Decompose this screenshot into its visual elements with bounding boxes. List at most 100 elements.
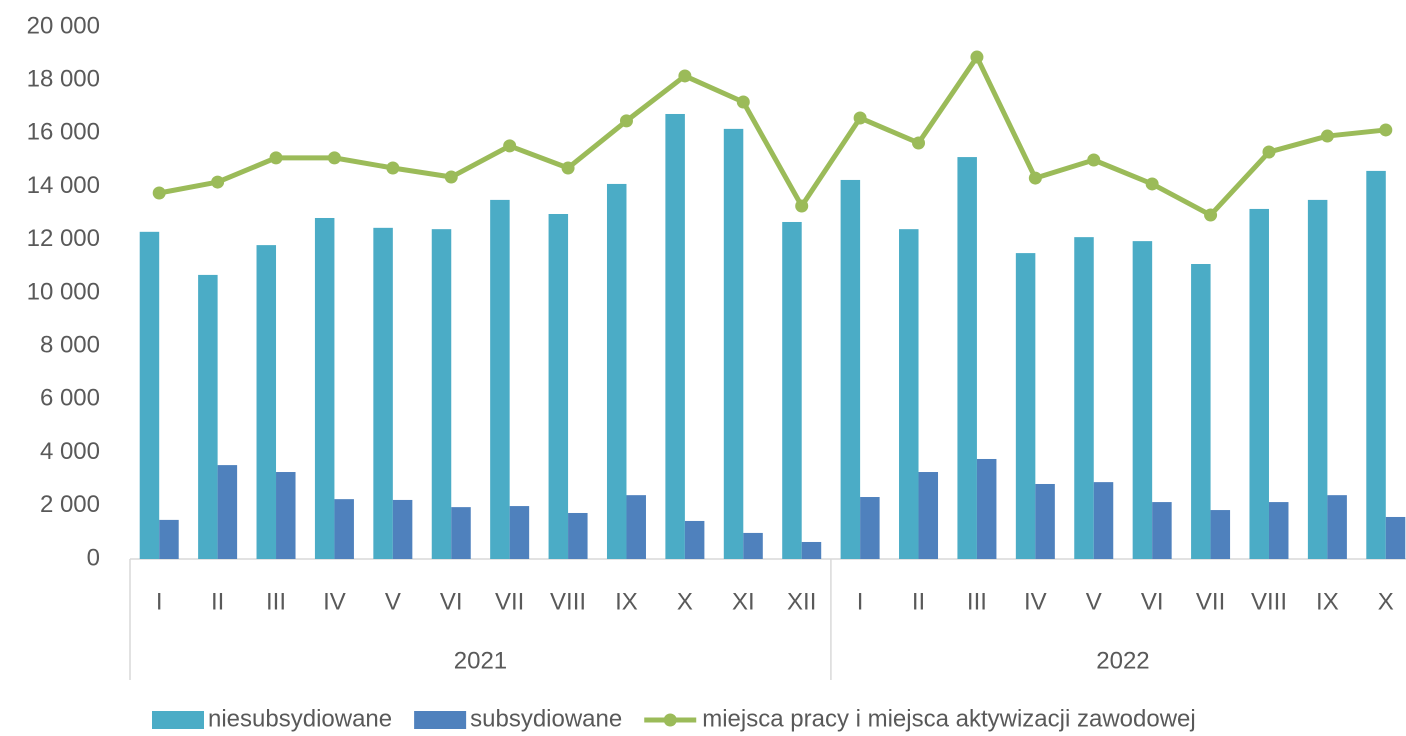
bar xyxy=(276,472,296,559)
bar xyxy=(957,157,977,559)
bar xyxy=(684,520,705,559)
bar xyxy=(490,199,510,559)
bar xyxy=(1327,495,1347,559)
x-tick-label: XII xyxy=(787,588,816,615)
y-tick-label: 10 000 xyxy=(27,278,100,305)
x-tick-label: VI xyxy=(440,588,463,615)
line-marker xyxy=(327,151,341,165)
bar xyxy=(1035,483,1055,559)
x-tick-label: V xyxy=(1086,588,1102,615)
line-marker xyxy=(1204,208,1218,222)
bar xyxy=(665,113,685,560)
x-tick-label: I xyxy=(857,588,864,615)
bar xyxy=(976,458,997,559)
line-marker xyxy=(1028,171,1042,185)
line-marker xyxy=(1145,177,1159,191)
x-tick-label: X xyxy=(1378,588,1394,615)
line-marker xyxy=(269,151,283,165)
x-tick-label: II xyxy=(211,588,224,615)
bar xyxy=(918,472,939,559)
x-tick-label: IX xyxy=(1316,588,1339,615)
line-marker xyxy=(970,50,984,64)
line-marker xyxy=(795,199,809,213)
bar xyxy=(198,274,218,559)
bar xyxy=(860,497,880,559)
line-marker xyxy=(503,139,517,153)
x-tick-label: VII xyxy=(1196,588,1225,615)
x-tick-label: X xyxy=(677,588,693,615)
y-tick-label: 14 000 xyxy=(27,172,100,199)
bar xyxy=(139,231,160,559)
bar xyxy=(1093,482,1114,559)
bar xyxy=(606,183,627,559)
x-tick-label: III xyxy=(967,588,987,615)
bar xyxy=(1268,502,1289,559)
bar xyxy=(1152,502,1172,559)
line-marker xyxy=(1087,153,1101,167)
x-tick-label: IX xyxy=(615,588,638,615)
line-marker xyxy=(1320,129,1334,143)
line-marker xyxy=(736,95,750,109)
bar xyxy=(1132,241,1153,559)
x-tick-label: VI xyxy=(1141,588,1164,615)
bar xyxy=(899,229,919,559)
bar xyxy=(431,229,452,559)
bar xyxy=(256,245,277,559)
y-tick-label: 18 000 xyxy=(27,66,100,93)
line-marker xyxy=(1262,145,1276,159)
line xyxy=(158,54,1387,218)
bar xyxy=(451,507,471,559)
y-tick-label: 16 000 xyxy=(27,119,100,146)
bar xyxy=(840,179,861,559)
line-marker xyxy=(853,111,867,125)
bar xyxy=(782,221,802,559)
legend-label: subsydiowane xyxy=(470,705,622,732)
x-tick-label: VIII xyxy=(550,588,586,615)
legend-swatch xyxy=(663,713,677,727)
x-tick-label: VII xyxy=(495,588,524,615)
group-label: 2021 xyxy=(454,647,507,674)
bar xyxy=(1074,237,1094,559)
x-tick-label: I xyxy=(156,588,163,615)
bar xyxy=(1191,264,1211,559)
legend-label: miejsca pracy i miejsca aktywizacji zawo… xyxy=(702,705,1196,732)
bar xyxy=(1015,253,1036,559)
line-marker xyxy=(912,136,926,150)
bar xyxy=(1307,199,1328,559)
bar xyxy=(743,532,763,559)
line-marker xyxy=(678,69,692,83)
y-tick-label: 8 000 xyxy=(40,332,100,359)
x-tick-label: VIII xyxy=(1251,588,1287,615)
line-marker xyxy=(152,186,166,200)
bar xyxy=(392,499,413,559)
bar xyxy=(801,541,822,559)
y-tick-label: 0 xyxy=(87,544,100,571)
y-tick-label: 12 000 xyxy=(27,225,100,252)
y-tick-label: 6 000 xyxy=(40,385,100,412)
legend-label: niesubsydiowane xyxy=(208,705,392,732)
legend-swatch xyxy=(152,711,204,729)
y-tick-label: 20 000 xyxy=(27,12,100,39)
y-tick-label: 2 000 xyxy=(40,491,100,518)
bar xyxy=(626,495,646,559)
y-tick-label: 4 000 xyxy=(40,438,100,465)
x-tick-label: III xyxy=(266,588,286,615)
line-marker xyxy=(619,114,633,128)
legend-swatch xyxy=(414,711,467,729)
bar xyxy=(548,213,569,560)
bar xyxy=(159,519,179,559)
line-marker xyxy=(386,161,400,175)
line-marker xyxy=(1379,123,1393,137)
bar xyxy=(373,227,393,559)
bar xyxy=(1366,170,1386,559)
bar xyxy=(1249,208,1269,559)
line-marker xyxy=(444,170,458,184)
x-tick-label: II xyxy=(912,588,925,615)
x-tick-label: XI xyxy=(732,588,755,615)
bar xyxy=(568,512,588,559)
x-tick-label: V xyxy=(385,588,401,615)
group-label: 2022 xyxy=(1096,647,1149,674)
bar xyxy=(1385,516,1406,559)
line-marker xyxy=(211,175,225,189)
